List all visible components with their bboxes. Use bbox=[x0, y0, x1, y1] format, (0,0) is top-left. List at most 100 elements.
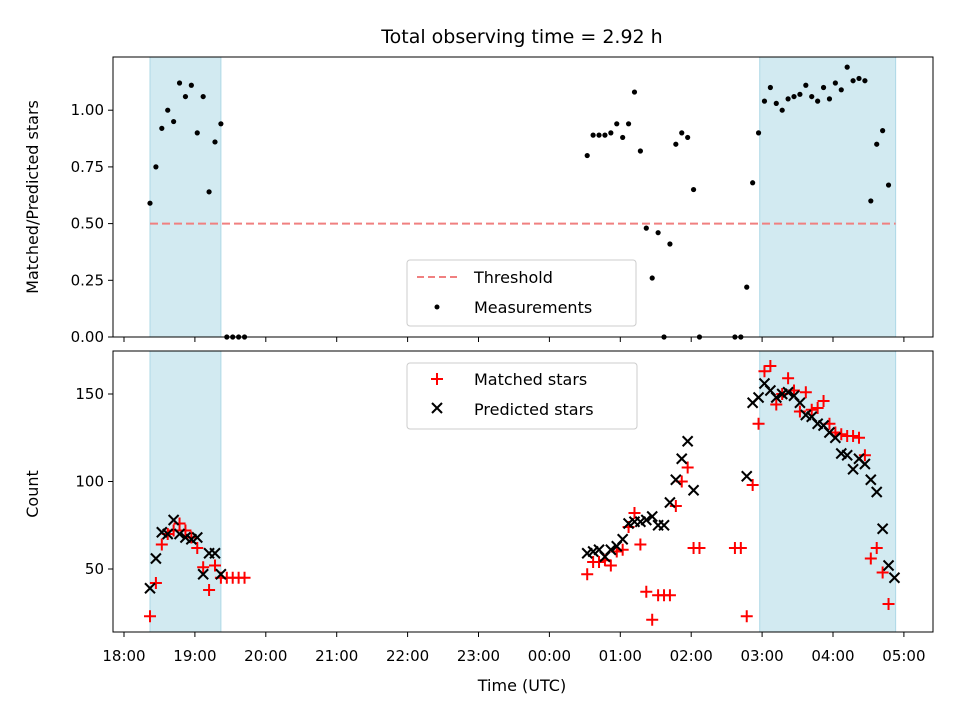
top-y-tick-label-4: 1.00 bbox=[71, 101, 104, 119]
predicted-point-12 bbox=[215, 568, 227, 580]
measurement-point-40 bbox=[750, 180, 756, 186]
x-tick-label-1: 19:00 bbox=[173, 647, 216, 665]
measurement-point-43 bbox=[767, 84, 773, 91]
matched-point-51 bbox=[811, 402, 824, 414]
matched-point-57 bbox=[847, 430, 860, 442]
matched-point-10 bbox=[203, 584, 216, 596]
top-y-tick-label-2: 0.50 bbox=[71, 215, 104, 233]
predicted-point-27 bbox=[664, 496, 676, 509]
legend-measurements-swatch bbox=[434, 304, 440, 310]
matched-point-21 bbox=[604, 559, 617, 572]
measurement-point-27 bbox=[643, 225, 649, 231]
measurement-point-45 bbox=[779, 107, 785, 113]
predicted-point-3 bbox=[162, 528, 174, 540]
bottom-x-ticks: 18:00 19:00 20:00 21:00 22:00 23:00 00:00 01:00… bbox=[102, 632, 926, 665]
predicted-point-11 bbox=[209, 547, 221, 559]
bottom-y-tick-label-2: 150 bbox=[75, 385, 104, 403]
x-tick-label-7: 01:00 bbox=[599, 647, 642, 665]
matched-point-25 bbox=[628, 507, 641, 519]
matched-point-60 bbox=[864, 552, 877, 565]
bottom-panel: 50 100 150 18:00 19:00 20:00 21:00 22:00 23:00 0… bbox=[23, 350, 934, 695]
measurement-point-8 bbox=[194, 130, 200, 136]
matched-point-17 bbox=[581, 568, 594, 581]
top-axes-frame bbox=[112, 56, 934, 338]
predicted-point-56 bbox=[882, 559, 895, 572]
measurement-point-21 bbox=[608, 130, 614, 136]
matched-point-34 bbox=[681, 461, 694, 474]
measurement-point-48 bbox=[797, 91, 803, 97]
x-tick-label-11: 05:00 bbox=[882, 647, 925, 665]
matched-point-11 bbox=[208, 559, 221, 572]
measurement-point-33 bbox=[679, 130, 685, 136]
measurement-point-4 bbox=[171, 118, 177, 125]
measurement-point-32 bbox=[673, 141, 679, 147]
measurement-point-55 bbox=[838, 87, 844, 93]
predicted-point-31 bbox=[687, 484, 700, 496]
measurement-point-49 bbox=[803, 82, 809, 88]
matched-point-19 bbox=[593, 556, 606, 568]
measurement-point-29 bbox=[655, 230, 661, 236]
matched-point-52 bbox=[817, 395, 830, 407]
matched-point-59 bbox=[858, 449, 871, 462]
matched-point-0 bbox=[143, 610, 156, 623]
predicted-point-26 bbox=[658, 519, 670, 531]
bottom-y-tick-label-1: 100 bbox=[75, 473, 104, 491]
measurement-point-6 bbox=[182, 93, 189, 100]
x-tick-label-2: 20:00 bbox=[244, 647, 287, 665]
predicted-point-9 bbox=[197, 568, 209, 580]
predicted-point-23 bbox=[640, 514, 653, 526]
matched-point-5 bbox=[173, 517, 186, 530]
measurement-point-52 bbox=[820, 84, 827, 91]
x-tick-label-9: 03:00 bbox=[740, 647, 783, 665]
x-tick-label-3: 21:00 bbox=[315, 647, 358, 665]
predicted-point-24 bbox=[646, 510, 658, 523]
measurement-point-7 bbox=[188, 82, 194, 88]
predicted-point-5 bbox=[173, 528, 186, 540]
matched-point-4 bbox=[167, 524, 180, 537]
matched-point-49 bbox=[799, 386, 812, 399]
predicted-point-57 bbox=[888, 572, 901, 584]
measurement-point-3 bbox=[165, 107, 171, 113]
predicted-point-28 bbox=[670, 474, 682, 486]
predicted-point-39 bbox=[782, 386, 794, 398]
measurement-point-10 bbox=[206, 189, 212, 195]
measurement-point-25 bbox=[631, 89, 638, 95]
measurement-point-63 bbox=[885, 182, 892, 188]
matched-point-31 bbox=[663, 589, 676, 602]
measurement-point-35 bbox=[690, 186, 697, 193]
bottom-y-tick-label-0: 50 bbox=[85, 560, 104, 578]
matched-point-27 bbox=[640, 585, 653, 598]
matched-point-46 bbox=[782, 372, 795, 385]
matched-point-44 bbox=[770, 398, 783, 411]
bottom-legend: Matched stars Predicted stars bbox=[406, 362, 638, 430]
matched-point-8 bbox=[191, 542, 204, 554]
measurement-point-44 bbox=[773, 100, 779, 106]
matched-point-16 bbox=[238, 571, 251, 584]
top-y-ticks: 0.00 0.25 0.50 0.75 1.00 bbox=[71, 101, 113, 346]
predicted-point-1 bbox=[150, 552, 162, 565]
measurement-point-39 bbox=[744, 284, 750, 290]
matched-point-61 bbox=[870, 542, 883, 554]
matched-point-63 bbox=[882, 598, 895, 610]
measurement-point-57 bbox=[850, 78, 856, 84]
top-panel: Total observing time = 2.92 h 0.000.250.… bbox=[23, 26, 934, 346]
x-tick-label-0: 18:00 bbox=[102, 647, 145, 665]
measurement-point-42 bbox=[761, 98, 768, 104]
legend-predicted-label: Predicted stars bbox=[474, 400, 594, 419]
matched-point-32 bbox=[669, 500, 682, 512]
legend-threshold-label: Threshold bbox=[473, 268, 553, 287]
matched-point-7 bbox=[185, 531, 198, 544]
x-axis-label: Time (UTC) bbox=[477, 676, 566, 695]
matched-point-2 bbox=[155, 538, 168, 551]
matched-point-50 bbox=[805, 403, 818, 416]
top-shaded-regions bbox=[149, 56, 897, 338]
measurement-point-60 bbox=[868, 198, 874, 204]
matched-point-1 bbox=[149, 577, 162, 589]
bottom-y-ticks: 50 100 150 bbox=[75, 385, 113, 578]
matched-point-43 bbox=[764, 360, 777, 372]
matched-point-48 bbox=[793, 405, 806, 418]
measurement-point-61 bbox=[874, 141, 880, 147]
predicted-point-0 bbox=[144, 582, 156, 594]
measurement-point-22 bbox=[614, 121, 620, 127]
